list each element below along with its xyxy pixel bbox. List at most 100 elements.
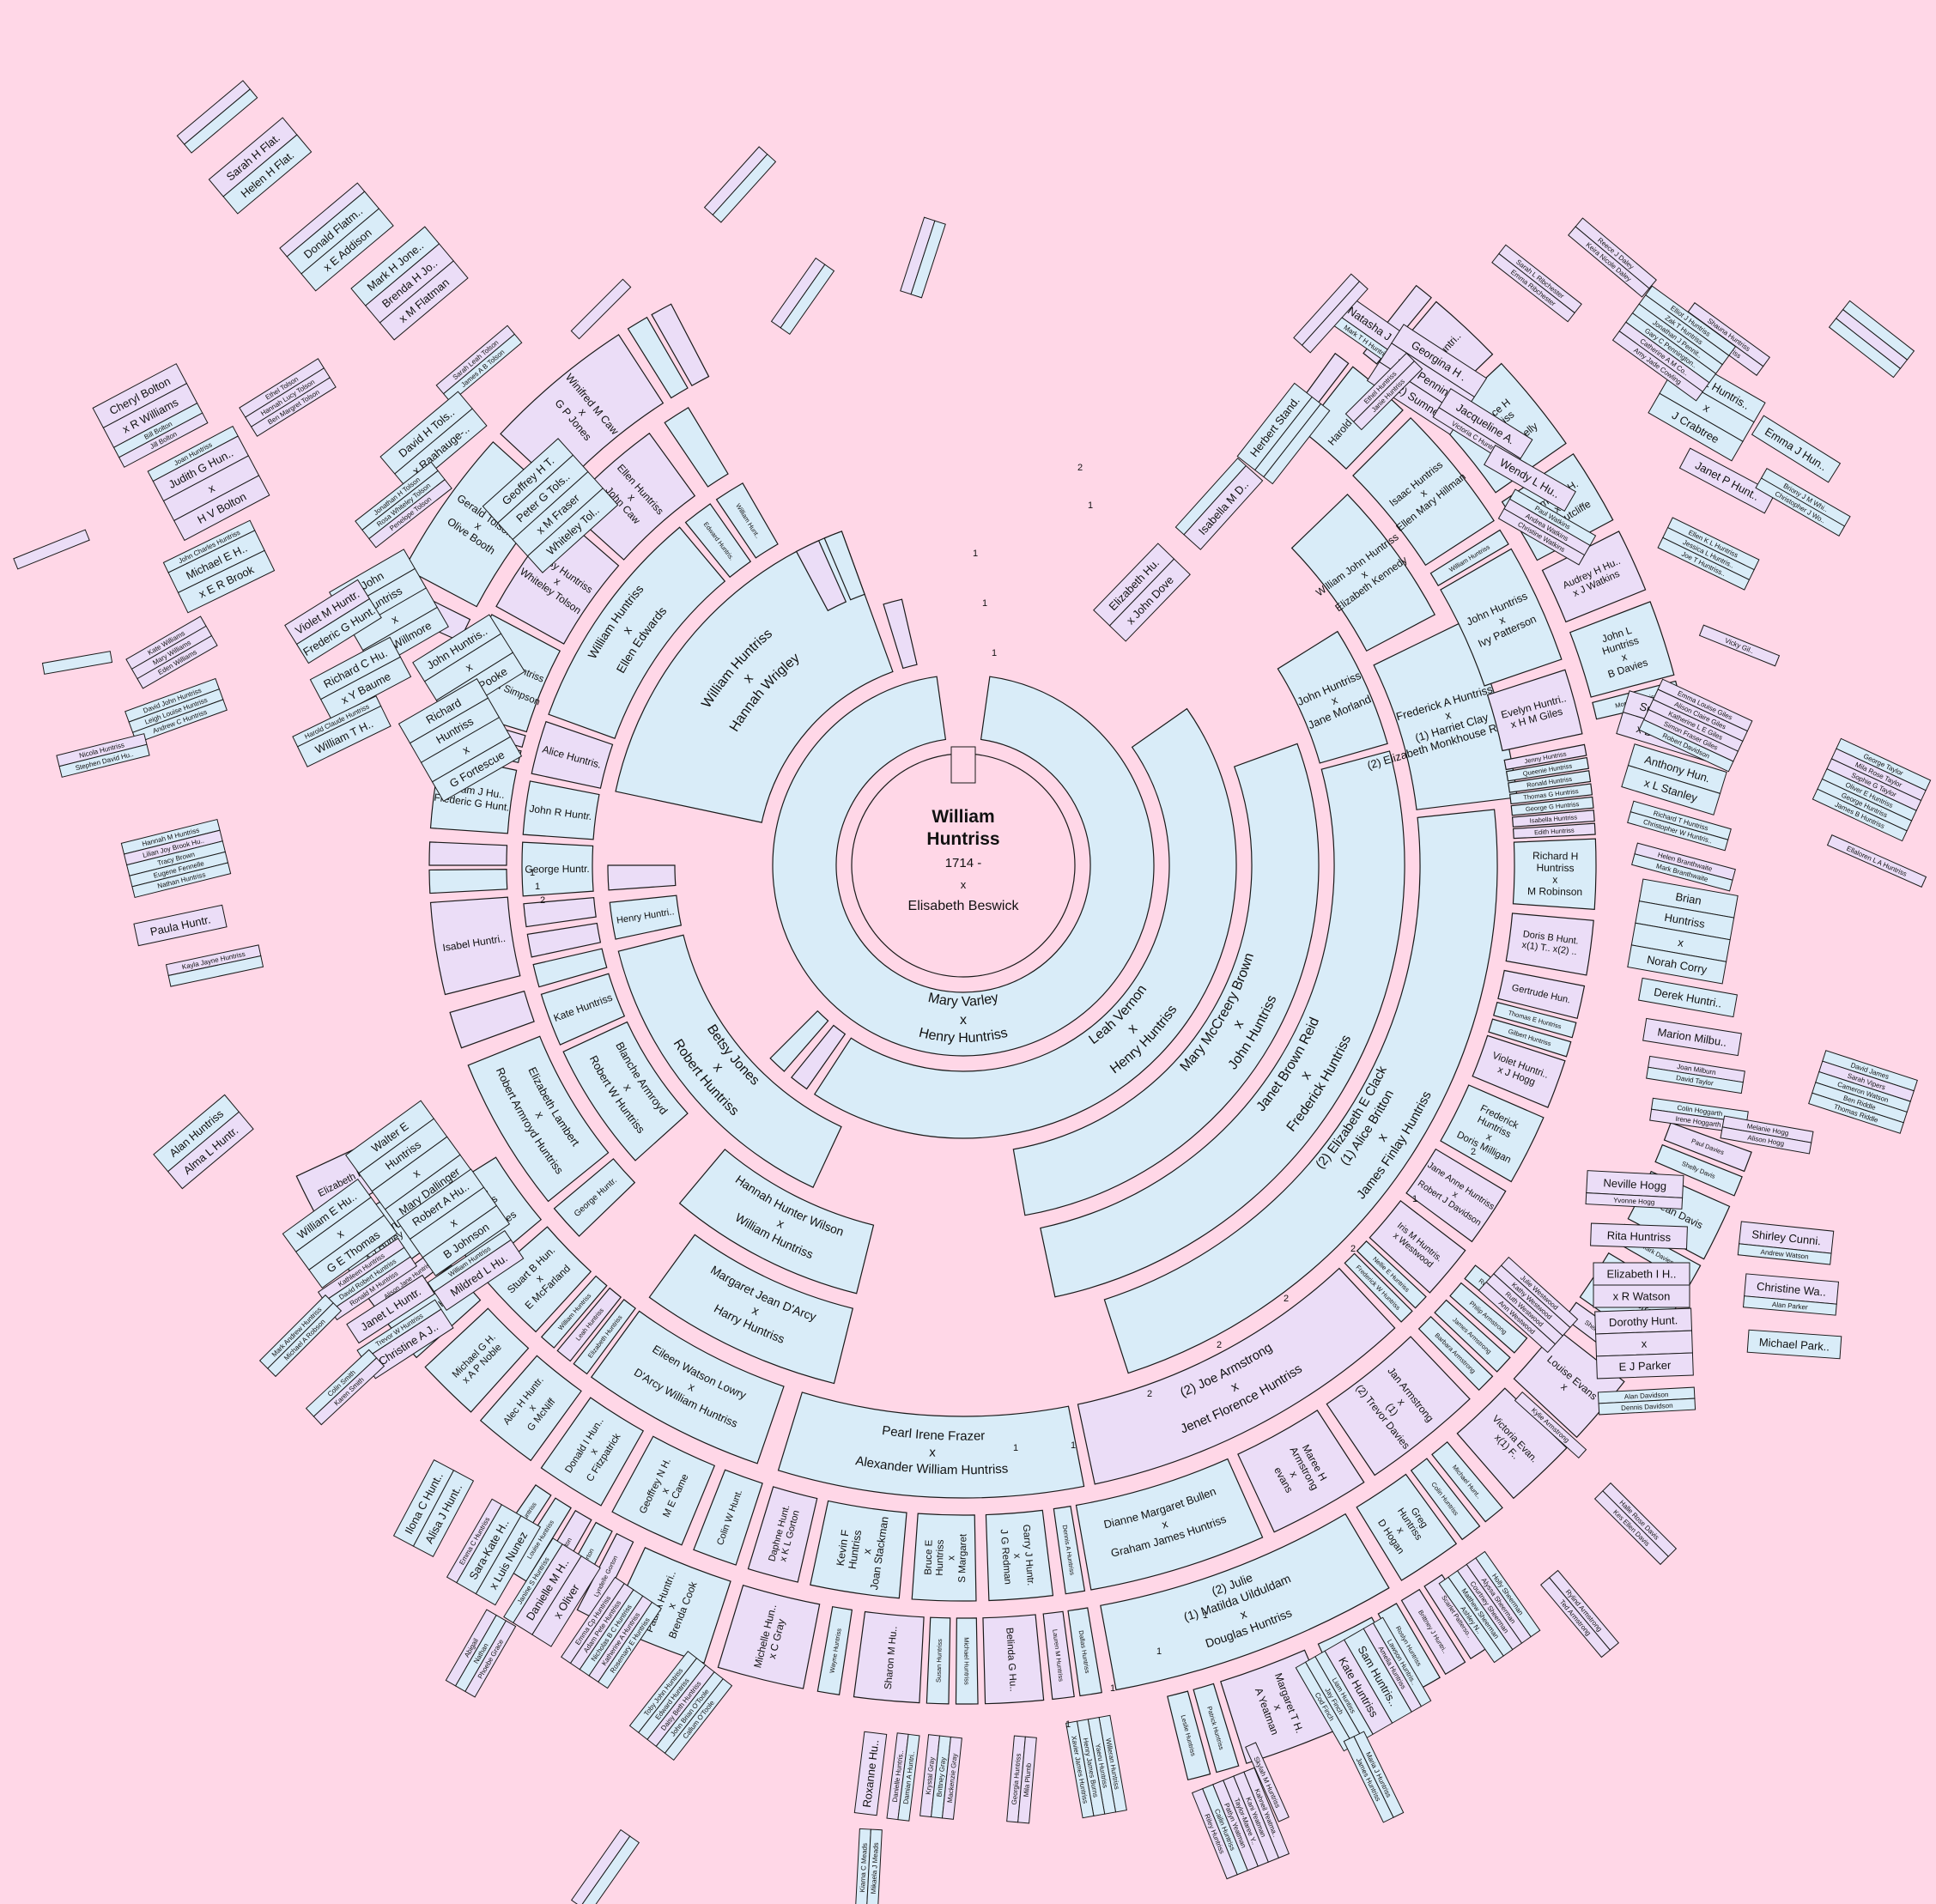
fan-segment[interactable] <box>1492 1001 1577 1039</box>
leaf-box[interactable]: Marion Milbu.. <box>1642 1017 1742 1057</box>
fan-segment[interactable] <box>772 676 1155 1057</box>
fan-segment[interactable] <box>1400 1588 1466 1676</box>
fan-segment[interactable] <box>1508 770 1592 793</box>
fan-segment[interactable] <box>1505 756 1590 782</box>
fan-segment[interactable] <box>926 1616 951 1705</box>
leaf-box[interactable]: Georgia Huntriss Mila Plumb <box>1006 1735 1037 1824</box>
fan-segment[interactable] <box>1423 1574 1491 1659</box>
fan-segment[interactable] <box>495 514 620 645</box>
leaf-box[interactable]: Shirley Cunni.Andrew Watson <box>1737 1221 1835 1265</box>
fan-segment[interactable] <box>531 720 614 789</box>
fan-segment[interactable] <box>540 1397 645 1507</box>
fan-segment[interactable] <box>627 316 689 399</box>
fan-segment[interactable] <box>1040 750 1405 1298</box>
leaf-box[interactable]: Neville Hogg Yvonne Hogg <box>1585 1170 1684 1210</box>
fan-segment[interactable] <box>717 1584 821 1689</box>
fan-segment[interactable] <box>1100 1513 1390 1691</box>
fan-segment[interactable] <box>1053 1505 1086 1595</box>
fan-segment[interactable] <box>1456 1387 1568 1500</box>
fan-segment[interactable] <box>791 1024 847 1090</box>
fan-segment[interactable] <box>553 1158 636 1237</box>
fan-segment[interactable] <box>1193 1683 1240 1774</box>
fan-segment[interactable] <box>532 948 608 988</box>
fan-segment[interactable] <box>609 894 683 940</box>
fan-segment[interactable] <box>1486 669 1583 752</box>
fan-segment[interactable] <box>1488 1018 1572 1058</box>
fan-segment[interactable] <box>1410 1458 1481 1541</box>
fan-segment[interactable] <box>521 841 594 897</box>
fan-segment[interactable] <box>1440 1084 1545 1183</box>
leaf-box[interactable]: Geoffrey H T.Peter G Tols..x M FraserWhi… <box>482 438 619 573</box>
leaf-box[interactable]: Roxanne Hu.. <box>853 1731 888 1816</box>
fan-segment[interactable] <box>548 526 726 740</box>
fan-segment[interactable] <box>883 598 918 670</box>
fan-segment[interactable] <box>1103 809 1498 1374</box>
fan-segment[interactable] <box>1075 1458 1264 1591</box>
fan-segment[interactable] <box>1511 810 1595 828</box>
leaf-box[interactable]: Danielle Huntris..Damian A Huntri.. <box>886 1732 920 1822</box>
fan-segment[interactable] <box>1377 1603 1441 1690</box>
fan-segment[interactable] <box>1472 1034 1566 1108</box>
fan-segment[interactable] <box>769 1010 829 1072</box>
fan-segment[interactable] <box>715 482 779 559</box>
fan-segment[interactable] <box>1503 743 1587 771</box>
fan-segment[interactable] <box>1663 1122 1752 1173</box>
fan-segment[interactable] <box>1290 494 1436 652</box>
fan-segment[interactable] <box>540 1275 608 1349</box>
fan-segment[interactable] <box>1440 548 1563 687</box>
leaf-box[interactable] <box>570 278 632 340</box>
fan-segment[interactable] <box>1405 1148 1507 1243</box>
fan-segment[interactable] <box>853 1610 925 1704</box>
leaf-box[interactable] <box>1293 273 1369 354</box>
leaf-box[interactable]: Christine Wa.. Alan Parker <box>1742 1273 1840 1316</box>
leaf-box[interactable] <box>770 257 835 336</box>
fan-segment[interactable] <box>479 1355 582 1462</box>
fan-segment[interactable] <box>1417 1316 1494 1392</box>
fan-segment[interactable] <box>1510 796 1594 816</box>
fan-segment[interactable] <box>556 1287 622 1362</box>
fan-segment[interactable] <box>1434 1299 1511 1373</box>
fan-segment[interactable] <box>1352 417 1495 567</box>
fan-segment[interactable] <box>562 1021 689 1161</box>
fan-segment[interactable] <box>1012 743 1320 1216</box>
fan-segment[interactable] <box>429 896 521 996</box>
fan-segment[interactable] <box>1042 1610 1075 1701</box>
fan-segment[interactable] <box>1167 1690 1211 1781</box>
leaf-box[interactable] <box>41 651 113 675</box>
fan-segment[interactable] <box>428 869 508 894</box>
leaf-box[interactable]: Anthony Hun.x L Stanley <box>1621 743 1727 816</box>
fan-segment[interactable] <box>1429 529 1509 586</box>
leaf-box[interactable]: Elizabeth I H.. x R Watson <box>1593 1262 1690 1308</box>
fan-segment[interactable] <box>1654 1143 1743 1197</box>
fan-segment[interactable] <box>985 1509 1054 1602</box>
fan-segment[interactable] <box>467 1035 610 1203</box>
fan-segment[interactable] <box>1356 1473 1458 1581</box>
leaf-box[interactable] <box>176 80 258 154</box>
fan-segment[interactable] <box>1512 822 1596 840</box>
fan-segment[interactable] <box>522 780 600 840</box>
fan-segment[interactable] <box>823 531 865 601</box>
fan-segment[interactable] <box>777 1392 1085 1499</box>
fan-segment[interactable] <box>955 1617 979 1705</box>
fan-segment[interactable] <box>573 1299 636 1375</box>
leaf-box[interactable]: Briony J M Whi..Christopher J Wo.. <box>1755 468 1851 537</box>
fan-segment[interactable] <box>684 503 752 579</box>
fan-segment[interactable] <box>651 303 710 387</box>
fan-segment[interactable] <box>1497 969 1586 1020</box>
center-person[interactable]: William Huntriss 1714 - x Elisabeth Besw… <box>851 746 1076 978</box>
fan-segment[interactable] <box>507 1497 572 1582</box>
